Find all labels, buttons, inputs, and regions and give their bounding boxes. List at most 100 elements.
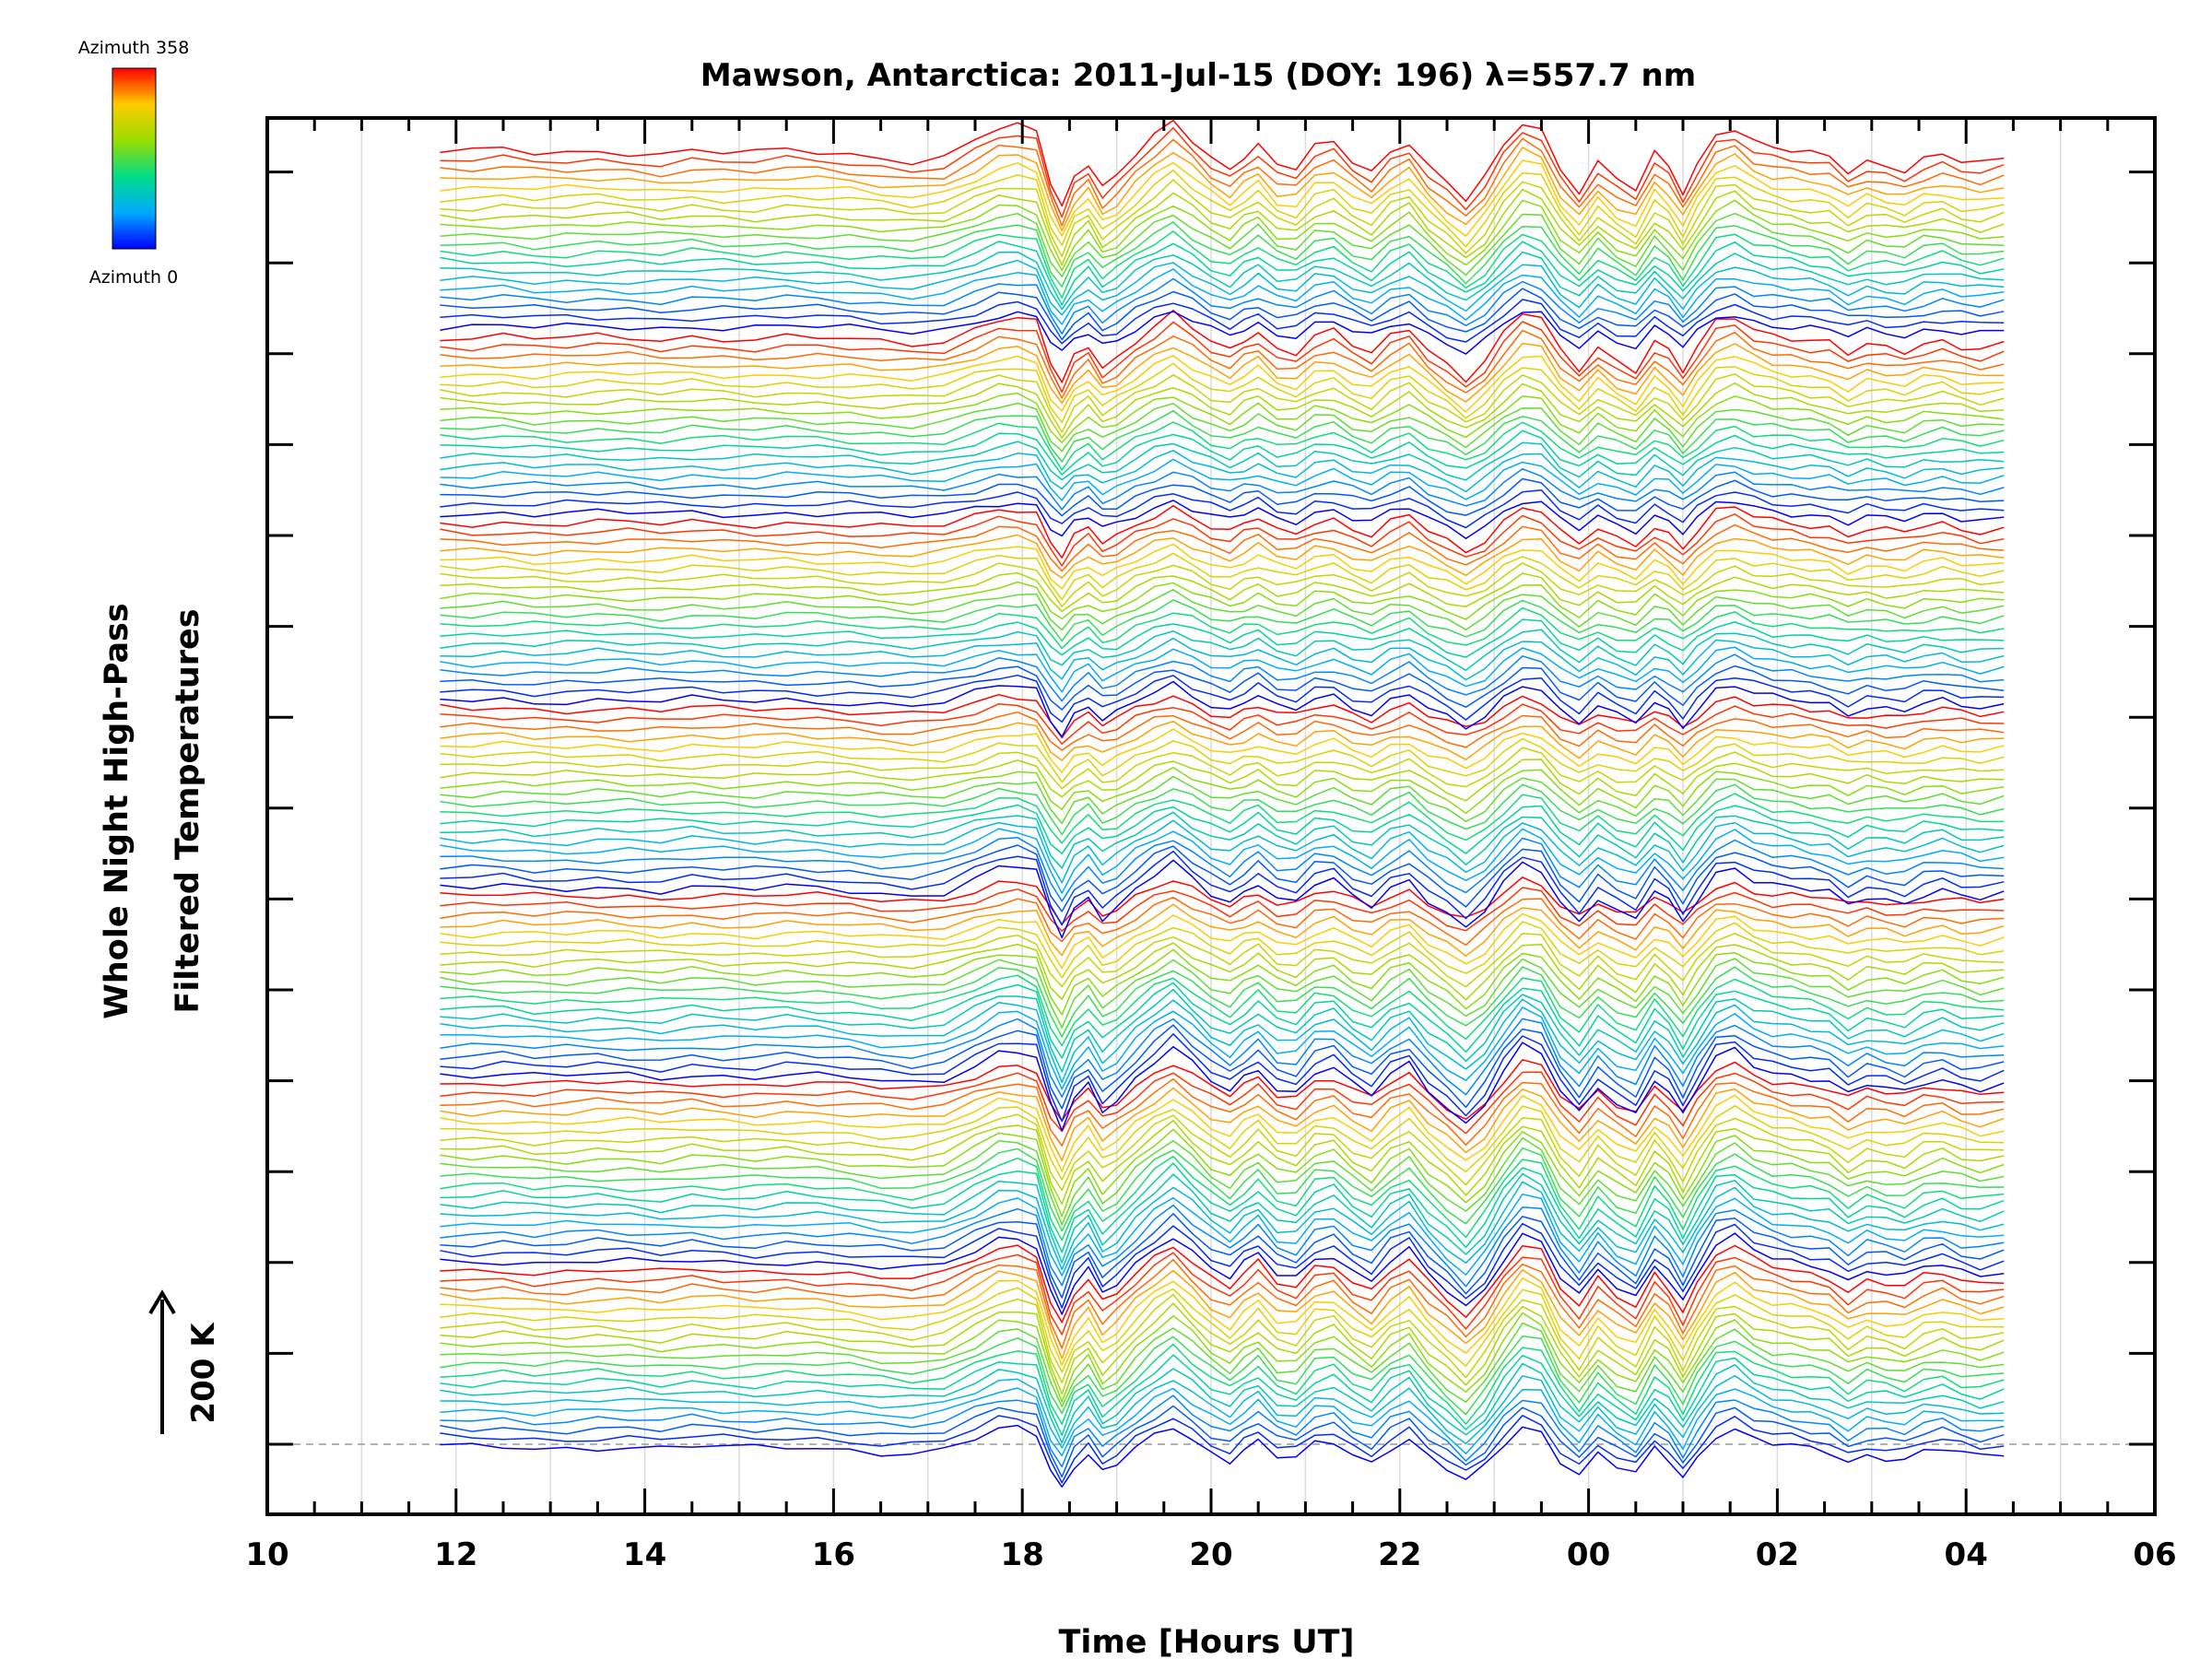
series-line [440,311,2005,355]
series-line [440,1312,2005,1403]
series-line [440,1424,2005,1488]
series-line [440,1193,2005,1277]
series-line [440,759,2005,802]
series-line [440,588,2005,631]
series-line [440,1322,2005,1407]
series-line [440,887,2005,932]
series-line [440,362,2005,423]
series-line [440,1094,2005,1172]
series-line [440,1362,2005,1444]
series-line [440,1222,2005,1309]
series-line [440,859,2005,939]
series-line [440,1077,2005,1147]
series-line [440,966,2005,1038]
series-line [440,543,2005,590]
series-line [440,241,2005,306]
series-line [440,921,2005,979]
series-line [440,552,2005,601]
series-line [440,321,2005,394]
series-line [440,629,2005,671]
series-line [440,355,2005,413]
x-tick-label: 20 [1189,1536,1232,1573]
series-line [440,1033,2005,1123]
series-line [440,309,2005,383]
series-line [440,1405,2005,1478]
series-line [440,988,2005,1073]
series-line [440,489,2005,529]
series-line [440,1374,2005,1449]
series-line [440,1387,2005,1457]
series-line [440,1277,2005,1366]
x-tick-labels: 10 12 14 16 18 20 22 00 02 04 06 [245,1536,2176,1573]
x-axis-label: Time [Hours UT] [1058,1624,1354,1659]
series-line [440,793,2005,844]
series-line [440,998,2005,1084]
series-line [440,1018,2005,1098]
series-line [440,562,2005,607]
series-line [440,1006,2005,1090]
chart-title: Mawson, Antarctica: 2011-Jul-15 (DOY: 19… [700,57,1696,94]
series-line [440,1087,2005,1161]
series-line [440,137,2005,227]
series-line [440,1162,2005,1253]
series-line [440,618,2005,658]
series-line [440,268,2005,325]
vertical-gridlines [360,118,2062,1514]
series-line [440,259,2005,316]
series-line [440,1119,2005,1206]
series-line [440,1024,2005,1110]
series-line [440,429,2005,476]
series-line [440,1354,2005,1436]
series-line [440,1155,2005,1241]
axis-ticks [265,118,2157,1514]
series-line [440,441,2005,481]
x-tick-label: 02 [1756,1536,1799,1573]
series-line [440,1252,2005,1335]
series-line [440,251,2005,311]
series-line [440,653,2005,702]
series-line [440,147,2005,232]
series-line [440,837,2005,902]
series-line [440,599,2005,642]
series-line [440,1302,2005,1395]
series-line [440,720,2005,761]
series-line [440,933,2005,988]
series-line [440,767,2005,815]
series-line [440,288,2005,341]
y-axis-label-line2: Filtered Temperatures [170,608,206,1013]
series-line [440,1041,2005,1132]
series-line [440,1287,2005,1373]
series-line [440,571,2005,613]
series-line [440,382,2005,439]
series-line [440,188,2005,266]
series-line [440,524,2005,572]
x-tick-label: 04 [1945,1536,1988,1573]
series-line [440,342,2005,404]
series-line [440,467,2005,511]
y-axis-label: Whole Night High-Pass Filtered Temperatu… [99,603,206,1018]
series-line [440,1136,2005,1226]
series-line [440,606,2005,650]
series-line [440,500,2005,540]
series-line [440,1105,2005,1181]
series-line [440,1113,2005,1192]
x-tick-label: 06 [2133,1536,2176,1573]
series-line [440,637,2005,681]
series-line [440,1268,2005,1359]
series-line [440,783,2005,836]
series-line [440,877,2005,925]
series-line [440,828,2005,894]
series-line [440,912,2005,970]
series-line [440,169,2005,248]
x-tick-label: 18 [1001,1536,1044,1573]
series-line [440,221,2005,288]
series-line [440,702,2005,745]
series-line [440,1258,2005,1349]
series-line [440,948,2005,1016]
series-line [440,711,2005,751]
series-line [440,1059,2005,1122]
series-line [440,819,2005,884]
colorbar-gradient [112,67,157,250]
series-line [440,1394,2005,1468]
